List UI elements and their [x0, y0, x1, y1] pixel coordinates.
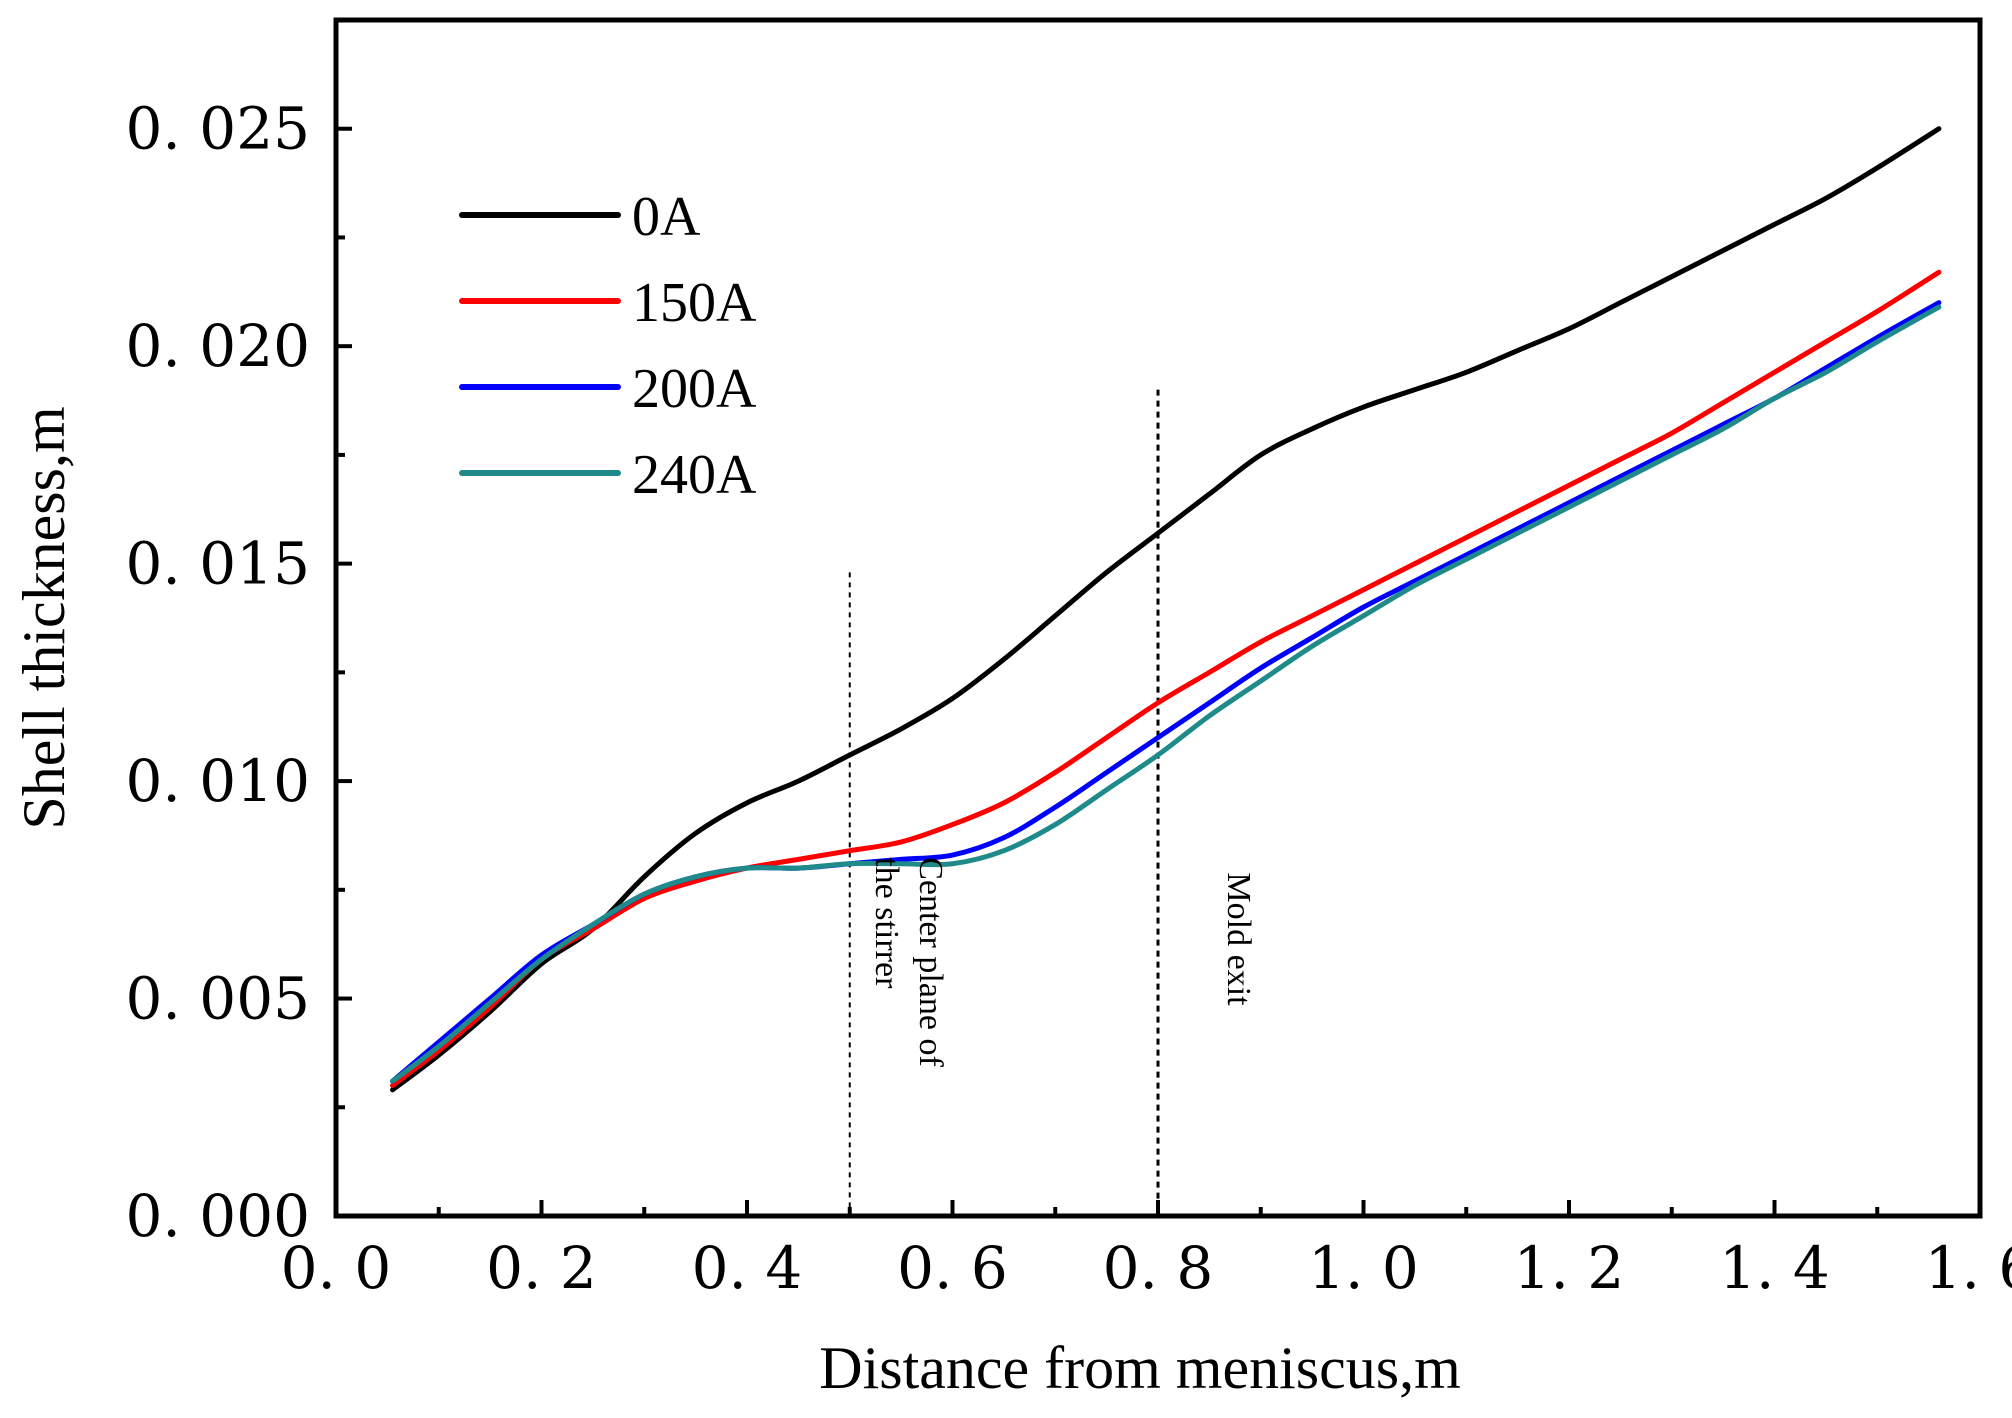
- y-tick-label: 0. 015: [126, 530, 310, 598]
- y-tick-label: 0. 020: [126, 312, 310, 380]
- y-tick-labels: 0. 000 0. 005 0. 010 0. 015 0. 020 0. 025: [126, 95, 310, 1250]
- x-tick-label: 1. 4: [1719, 1234, 1830, 1302]
- legend-label-240A: 240A: [632, 444, 757, 506]
- x-tick-label: 0. 8: [1103, 1234, 1214, 1302]
- x-axis-title: Distance from meniscus,m: [819, 1335, 1461, 1401]
- x-tick-label: 1. 6: [1925, 1234, 2012, 1302]
- annotation-label: Mold exit: [1220, 872, 1257, 1006]
- annotation-lines: [848, 389, 1160, 1216]
- x-tick-label: 0. 0: [281, 1234, 392, 1302]
- series-lines: [390, 126, 1942, 1093]
- y-tick-label: 0. 000: [126, 1182, 310, 1250]
- annotation-label: Center plane of: [912, 857, 949, 1067]
- x-tick-label: 0. 6: [897, 1234, 1008, 1302]
- plot-frame: [333, 17, 1983, 1219]
- series-line-150A: [390, 269, 1942, 1089]
- y-tick-label: 0. 005: [126, 965, 310, 1033]
- legend-label-0A: 0A: [632, 186, 701, 248]
- x-tick-label: 1. 0: [1308, 1234, 1419, 1302]
- series-line-0A: [390, 126, 1942, 1093]
- x-tick-label: 0. 2: [486, 1234, 597, 1302]
- x-tick-label: 0. 4: [692, 1234, 803, 1302]
- y-axis-title: Shell thickness,m: [11, 406, 77, 829]
- series-line-240A: [390, 304, 1942, 1084]
- x-tick-label: 1. 2: [1514, 1234, 1625, 1302]
- annotation-label: the stirrer: [868, 857, 905, 989]
- y-tick-label: 0. 010: [126, 747, 310, 815]
- legend-label-200A: 200A: [632, 358, 757, 420]
- series-line-200A: [390, 300, 1942, 1084]
- x-tick-labels: 0. 0 0. 2 0. 4 0. 6 0. 8 1. 0 1. 2 1. 4 1. 6: [281, 1234, 2012, 1302]
- y-tick-label: 0. 025: [126, 95, 310, 163]
- legend-label-150A: 150A: [632, 272, 757, 334]
- legend: 0A 150A 200A 240A: [459, 186, 757, 506]
